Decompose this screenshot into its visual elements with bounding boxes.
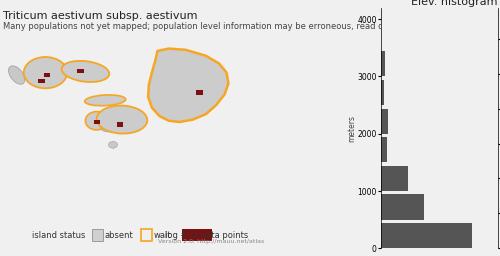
Y-axis label: meters: meters bbox=[347, 114, 356, 142]
Bar bbox=[381, 80, 384, 105]
Ellipse shape bbox=[8, 66, 25, 84]
Text: log # of data points: log # of data points bbox=[165, 231, 248, 240]
Ellipse shape bbox=[96, 105, 148, 134]
Bar bbox=[117, 122, 123, 126]
Bar bbox=[381, 195, 424, 220]
Ellipse shape bbox=[86, 112, 108, 130]
Bar bbox=[381, 166, 408, 191]
Text: Elev. histogram: Elev. histogram bbox=[411, 0, 498, 7]
Bar bbox=[182, 229, 212, 241]
Text: Many populations not yet mapped; population level information may be erroneous, : Many populations not yet mapped; populat… bbox=[3, 22, 430, 31]
Bar bbox=[140, 229, 152, 241]
Bar bbox=[381, 51, 386, 77]
Bar bbox=[381, 109, 388, 134]
Bar bbox=[44, 73, 51, 77]
Text: island status: island status bbox=[32, 231, 86, 240]
Text: wait: wait bbox=[154, 231, 171, 240]
Bar bbox=[196, 90, 203, 95]
Bar bbox=[92, 229, 104, 241]
Ellipse shape bbox=[84, 95, 126, 106]
Ellipse shape bbox=[24, 57, 67, 88]
Bar bbox=[381, 137, 387, 162]
Text: Version 2.0; http://mauu.net/atlas: Version 2.0; http://mauu.net/atlas bbox=[158, 239, 264, 244]
Bar bbox=[94, 120, 100, 124]
Bar bbox=[381, 223, 472, 248]
Text: absent: absent bbox=[105, 231, 134, 240]
Ellipse shape bbox=[62, 61, 109, 82]
Ellipse shape bbox=[108, 142, 118, 148]
Bar bbox=[38, 79, 46, 83]
Polygon shape bbox=[148, 49, 228, 122]
Text: Triticum aestivum subsp. aestivum: Triticum aestivum subsp. aestivum bbox=[3, 11, 198, 21]
Bar bbox=[77, 69, 84, 73]
Ellipse shape bbox=[100, 124, 117, 132]
